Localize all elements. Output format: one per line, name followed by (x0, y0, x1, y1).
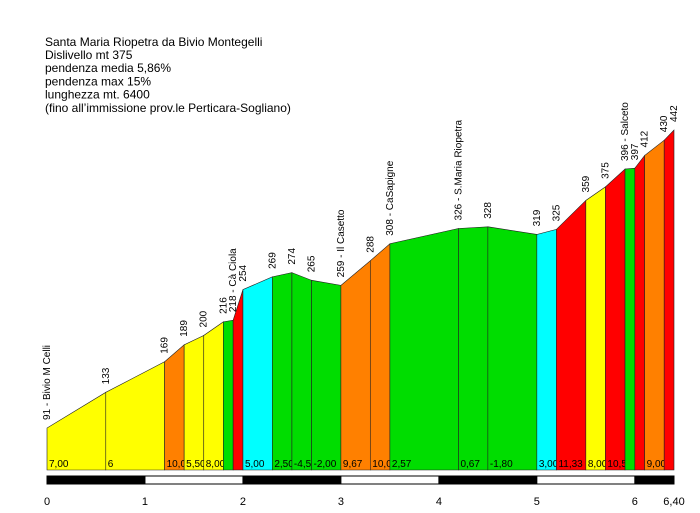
segment-label: 5,50 (186, 459, 206, 470)
point-label: 218 - Cà Ciola (228, 248, 239, 312)
segment-label: 2,57 (392, 459, 412, 470)
point-label: 308 - CaSapigne (385, 160, 396, 235)
x-tick-label: 6 (632, 496, 638, 508)
point-label: 396 - Salceto (620, 102, 631, 161)
chart-title: Santa Maria Riopetra da Bivio Montegelli (45, 35, 262, 49)
point-label: 274 (287, 248, 298, 265)
segment-label: 5,00 (245, 459, 265, 470)
segment (536, 228, 557, 471)
segment (605, 168, 626, 471)
scale-bar-block (634, 476, 674, 484)
segment (663, 129, 675, 471)
segment (203, 321, 224, 471)
point-label: 430 (659, 115, 670, 132)
segment-label: 10,00 (167, 459, 192, 470)
segment (556, 199, 587, 471)
point-label: 216 (218, 297, 229, 314)
segment (624, 167, 636, 471)
segment-label: -4,50 (294, 459, 317, 470)
segment-label: 10,50 (607, 459, 632, 470)
point-label: 397 (630, 143, 641, 160)
point-label: 91 - Bivio M Celli (42, 345, 53, 420)
segment-label: 7,00 (49, 459, 69, 470)
point-label: 412 (640, 130, 651, 147)
segment-label: 11,33 (558, 459, 583, 470)
point-label: 288 (365, 236, 376, 253)
segment (232, 289, 244, 471)
segment (223, 319, 234, 471)
segment (369, 243, 391, 471)
header-note: pendenza media 5,86% (45, 61, 171, 75)
segment-label: 8,00 (206, 459, 226, 470)
segment-label: 8,00 (588, 459, 608, 470)
point-label: 259 - Il Casetto (336, 209, 347, 277)
segment-label: -2,00 (314, 459, 337, 470)
x-tick-label: 0 (44, 496, 50, 508)
point-label: 200 (199, 310, 210, 327)
x-tick-label: 4 (436, 496, 442, 508)
header-note: (fino all’immissione prov.le Perticara-S… (45, 101, 291, 115)
x-tick-label: 1 (142, 496, 148, 508)
segment-label: 6 (108, 459, 114, 470)
point-label: 442 (669, 105, 680, 122)
point-label: 254 (238, 264, 249, 281)
segment (487, 226, 538, 471)
segment-label: -1,80 (490, 459, 513, 470)
segment (644, 139, 665, 471)
x-tick-label: 5 (534, 496, 540, 508)
x-tick-label: 3 (338, 496, 344, 508)
header-note: lunghezza mt. 6400 (45, 88, 150, 102)
segment (183, 334, 205, 471)
x-tick-label: 2 (240, 496, 246, 508)
header-note: pendenza max 15% (45, 74, 151, 88)
segment-label: 3,00 (539, 459, 559, 470)
scale-bar-block (47, 476, 145, 484)
point-label: 269 (267, 252, 278, 269)
header-note: Dislivello mt 375 (45, 48, 133, 62)
scale-bar-block (242, 476, 341, 484)
segment (458, 226, 489, 471)
segment (242, 276, 273, 471)
point-label: 328 (483, 202, 494, 219)
segment (164, 344, 185, 471)
segment-label: 9,67 (343, 459, 363, 470)
x-tick-label: 6,40 (663, 496, 684, 508)
segment-label: 2,50 (274, 459, 294, 470)
segment-label: 9,00 (647, 459, 667, 470)
segment-label: 0,67 (460, 459, 480, 470)
segment-label: 10,00 (372, 459, 397, 470)
point-label: 319 (532, 209, 543, 226)
scale-bar-block (438, 476, 537, 484)
segment (311, 279, 342, 471)
segment (340, 260, 371, 471)
segment (634, 154, 645, 471)
point-label: 359 (581, 175, 592, 192)
segment (272, 272, 293, 471)
point-label: 326 - S.Maria Riopetra (453, 119, 464, 220)
segment (585, 186, 606, 471)
point-label: 325 (551, 204, 562, 221)
point-label: 265 (307, 255, 318, 272)
point-label: 169 (160, 337, 171, 354)
segment (389, 228, 459, 471)
point-label: 375 (600, 162, 611, 179)
point-label: 189 (179, 320, 190, 337)
segment (291, 272, 312, 471)
point-label: 133 (101, 367, 112, 384)
